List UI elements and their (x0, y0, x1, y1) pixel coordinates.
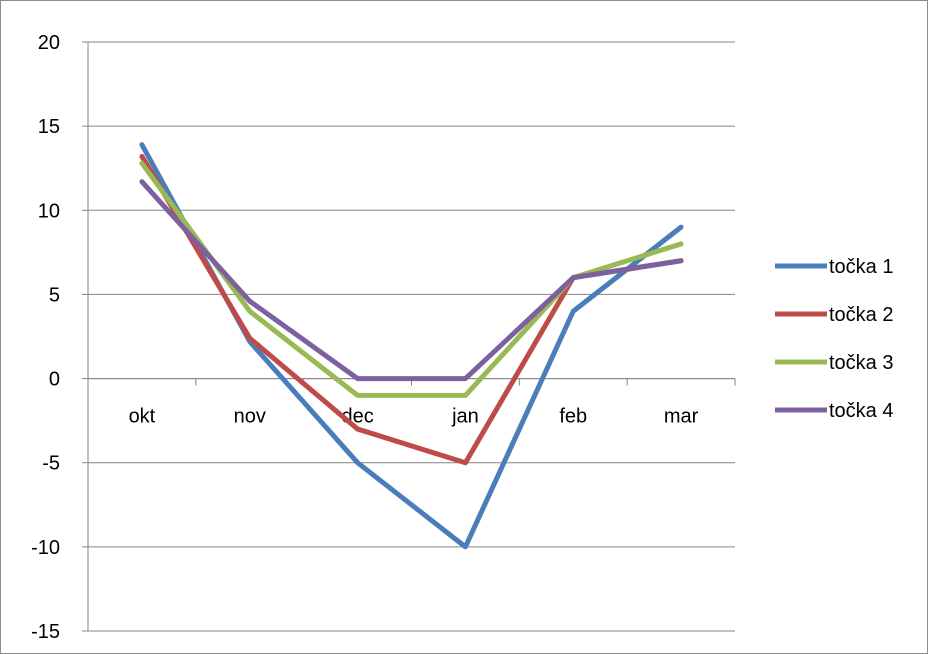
series-line-3 (142, 163, 681, 395)
series-line-1 (142, 145, 681, 547)
x-tick-label: mar (664, 406, 699, 428)
legend-label: točka 4 (829, 400, 893, 422)
y-tick-label: 0 (49, 369, 60, 391)
y-tick-label: -10 (31, 537, 60, 559)
series-line-4 (142, 182, 681, 379)
legend-label: točka 3 (829, 352, 893, 374)
x-tick-label: okt (129, 406, 156, 428)
x-tick-label: jan (451, 406, 479, 428)
series-line-2 (142, 156, 681, 462)
x-tick-label: nov (234, 406, 266, 428)
legend: točka 1 točka 2 točka 3 točka 4 (775, 256, 893, 422)
y-tick-label: -5 (42, 453, 60, 475)
legend-label: točka 2 (829, 304, 893, 326)
y-tick-label: 20 (38, 32, 60, 54)
y-axis-tick-labels: -15 -10 -5 0 5 10 15 20 (31, 32, 60, 643)
y-tick-label: 10 (38, 200, 60, 222)
series-lines (142, 145, 681, 547)
y-tick-label: -15 (31, 621, 60, 643)
x-axis-tick-labels: okt nov dec jan feb mar (129, 406, 699, 428)
x-tick-label: feb (559, 406, 587, 428)
y-tick-label: 5 (49, 284, 60, 306)
gridlines (82, 42, 735, 631)
legend-label: točka 1 (829, 256, 893, 278)
y-tick-label: 15 (38, 116, 60, 138)
